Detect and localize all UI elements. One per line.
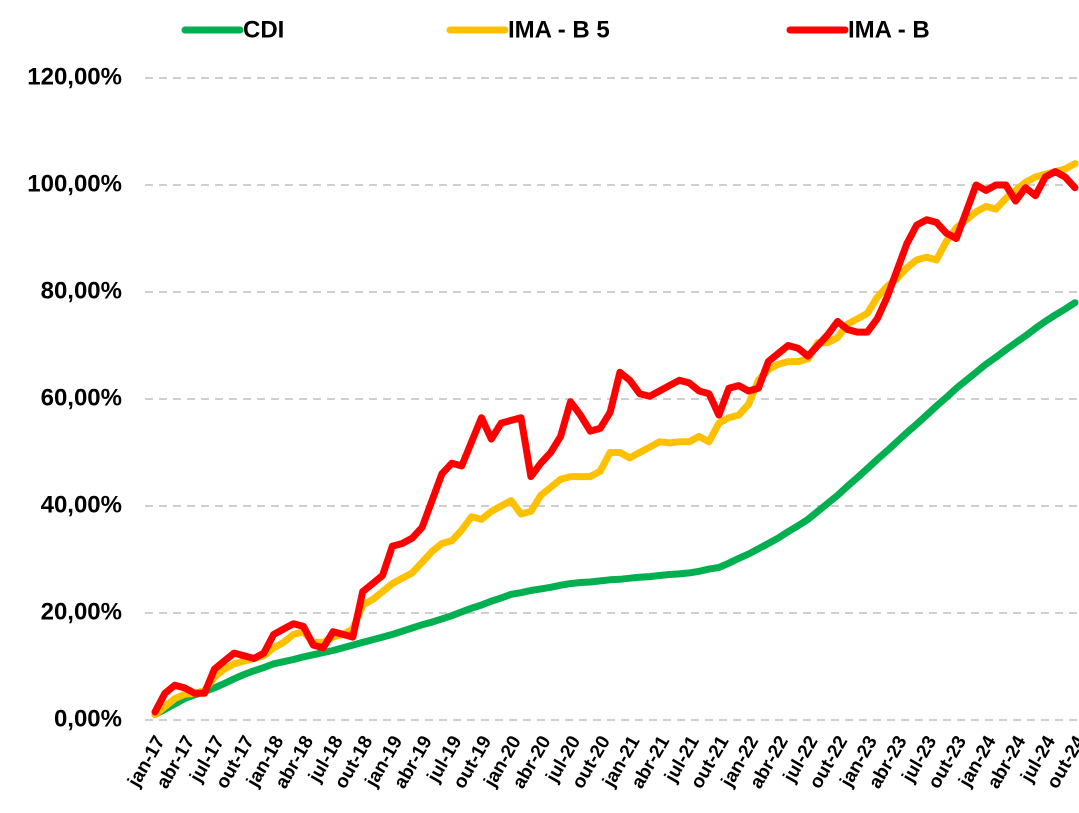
- y-tick-label: 40,00%: [41, 491, 122, 518]
- y-tick-label: 20,00%: [41, 598, 122, 625]
- legend-label: IMA - B 5: [508, 16, 610, 43]
- y-tick-label: 100,00%: [27, 170, 122, 197]
- series-line: [151, 168, 1079, 716]
- y-tick-label: 120,00%: [27, 63, 122, 90]
- legend-label: CDI: [243, 16, 284, 43]
- y-tick-label: 80,00%: [41, 277, 122, 304]
- y-tick-label: 0,00%: [54, 705, 122, 732]
- series-line: [151, 299, 1079, 719]
- y-tick-label: 60,00%: [41, 384, 122, 411]
- series-line: [151, 160, 1079, 719]
- legend-label: IMA - B: [848, 16, 930, 43]
